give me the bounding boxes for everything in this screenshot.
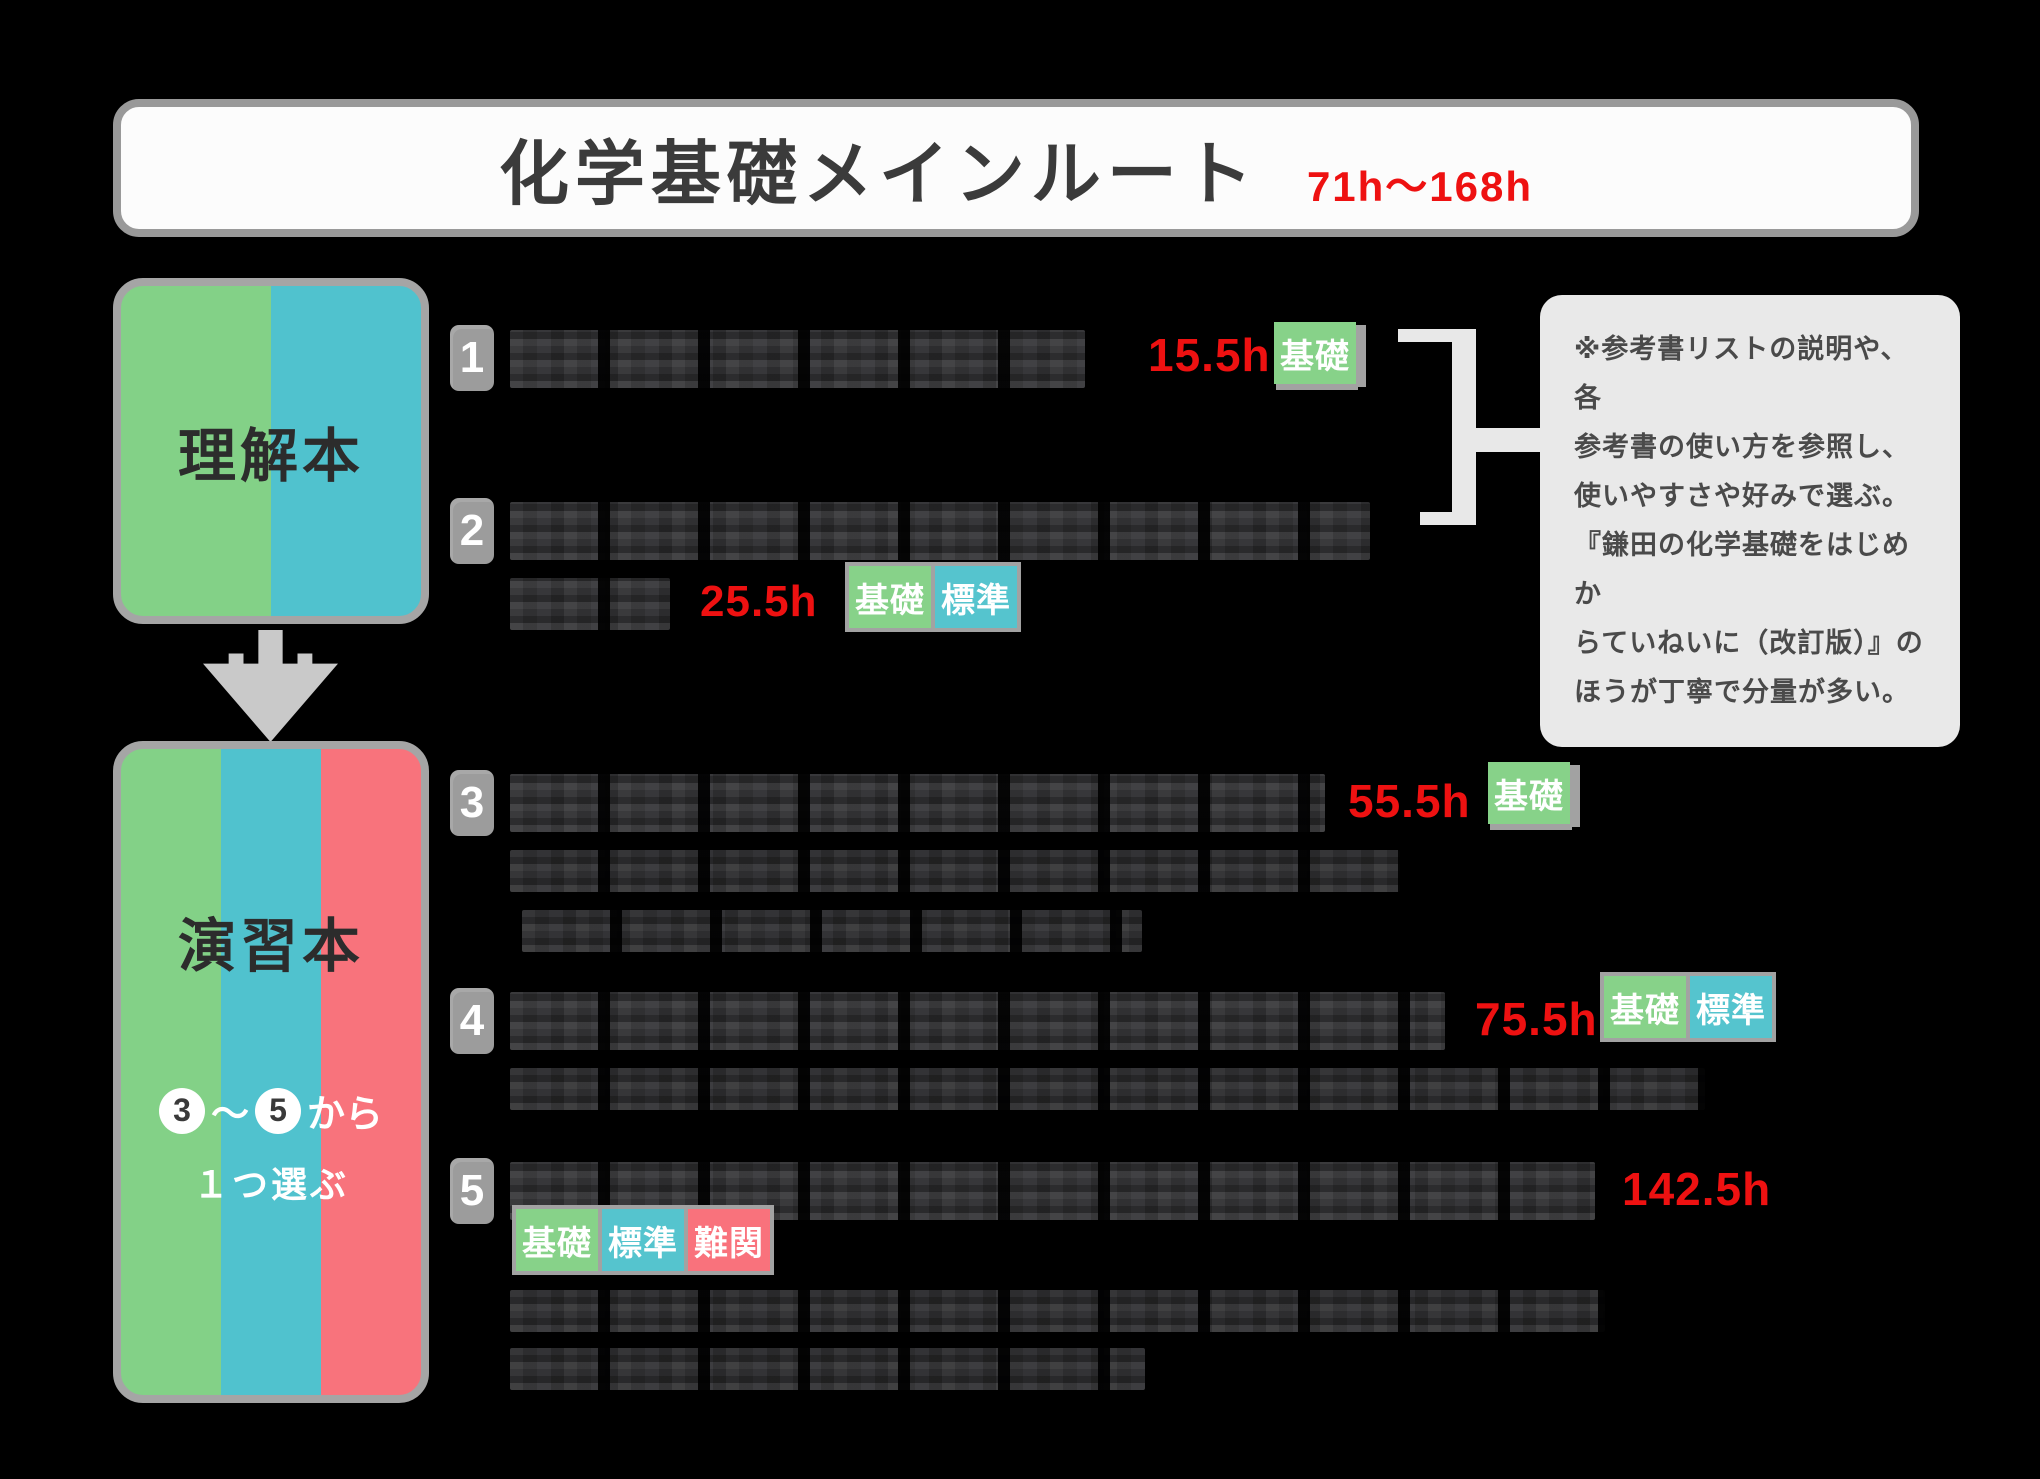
tag-kiso: 基礎: [1604, 976, 1686, 1038]
tag-kiso: 基礎: [849, 566, 931, 628]
item-4-hours: 75.5h: [1475, 993, 1598, 1045]
item-5-number: 5: [450, 1158, 494, 1224]
circled-number-3: 3: [158, 1087, 205, 1134]
item-3-redacted-description-2: [522, 910, 1142, 952]
item-2-redacted-publisher: [510, 578, 670, 630]
item-2-number: 2: [450, 498, 494, 564]
pick-instruction: 3 ～ 5 から １つ選ぶ: [158, 1083, 384, 1208]
item-4-number: 4: [450, 988, 494, 1054]
bracket-arm-bottom: [1420, 512, 1476, 525]
pick-line2: １つ選ぶ: [192, 1164, 349, 1205]
side-note: ※参考書リストの説明や、各 参考書の使い方を参照し、 使いやすさや好みで選ぶ。 …: [1540, 295, 1960, 747]
item-5-tags: 基礎 標準 難関: [512, 1205, 774, 1275]
item-4-redacted-description-1: [510, 1068, 1705, 1110]
pick-range-line: 3 ～ 5 から: [158, 1083, 384, 1138]
item-1-redacted-title: [510, 330, 1085, 388]
pick-suffix: から: [307, 1094, 384, 1136]
stage-box-understanding: 理解本: [113, 278, 429, 624]
item-3-hours: 55.5h: [1348, 775, 1471, 827]
item-3-tags: 基礎: [1488, 762, 1570, 824]
tag-kiso: 基礎: [1488, 762, 1570, 824]
item-2-tags: 基礎 標準: [845, 562, 1021, 632]
tag-nankan: 難関: [688, 1209, 770, 1271]
bracket-arm-top: [1398, 329, 1460, 342]
bracket-connector: [1468, 428, 1548, 452]
item-3-number: 3: [450, 770, 494, 836]
total-hours-range: 71h～168h: [1306, 162, 1534, 210]
item-5-redacted-description-2: [510, 1348, 1145, 1390]
tag-hyojun: 標準: [602, 1209, 684, 1271]
item-5-hours: 142.5h: [1622, 1163, 1772, 1215]
page-title: 化学基礎メインルート: [498, 134, 1259, 213]
bracket-vertical: [1452, 329, 1476, 525]
tag-hyojun: 標準: [1690, 976, 1772, 1038]
item-2-hours: 25.5h: [700, 577, 818, 626]
circled-number-5: 5: [255, 1087, 301, 1134]
item-3-redacted-description-1: [510, 850, 1400, 892]
title-bar: 化学基礎メインルート 71h～168h: [113, 99, 1919, 237]
item-2-redacted-title: [510, 502, 1370, 560]
stage-label-practice: 演習本: [177, 914, 364, 979]
tag-kiso: 基礎: [516, 1209, 598, 1271]
item-1-number: 1: [450, 325, 494, 391]
item-4-tags: 基礎 標準: [1600, 972, 1776, 1042]
stage-box-practice: 演習本 3 ～ 5 から １つ選ぶ: [113, 741, 429, 1403]
down-arrow-icon: [203, 630, 338, 742]
item-5-redacted-description-1: [510, 1290, 1605, 1332]
item-1-tags: 基礎: [1274, 322, 1356, 384]
tag-kiso: 基礎: [1274, 322, 1356, 384]
item-1-hours: 15.5h: [1148, 329, 1271, 381]
range-tilde: ～: [210, 1094, 249, 1136]
item-3-redacted-title: [510, 774, 1325, 832]
item-4-redacted-title: [510, 992, 1445, 1050]
stage-label-understanding: 理解本: [177, 424, 364, 489]
tag-hyojun: 標準: [935, 566, 1017, 628]
